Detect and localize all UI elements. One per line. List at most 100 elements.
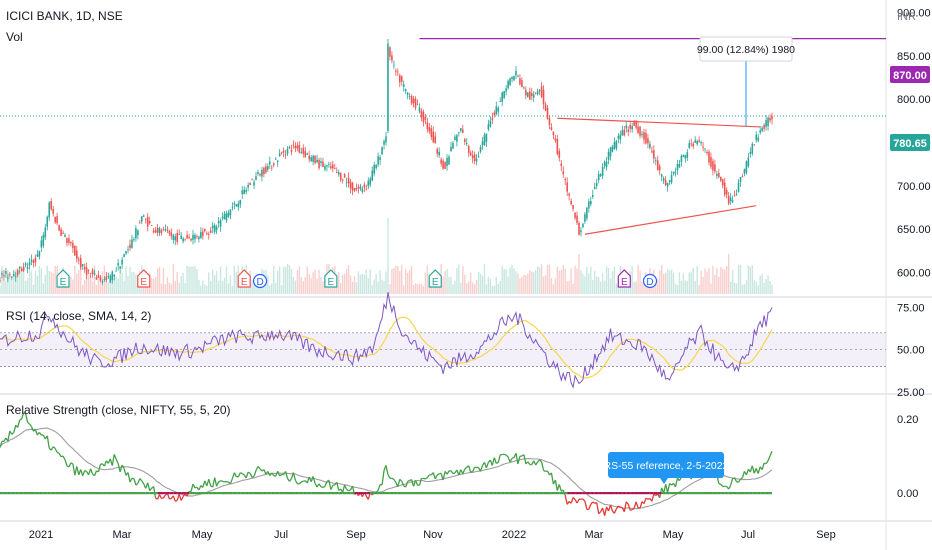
volume-bar	[375, 274, 377, 294]
rs-line-segment	[284, 471, 289, 479]
volume-bar	[495, 276, 497, 294]
volume-bar	[18, 270, 21, 294]
volume-bar	[66, 282, 68, 294]
candle-body	[22, 266, 25, 271]
dividend-marker[interactable]	[642, 273, 658, 289]
candle-body	[645, 132, 647, 144]
candle-body	[493, 112, 496, 115]
volume-bar	[692, 268, 694, 294]
candle-body	[251, 179, 253, 181]
candle-body	[146, 216, 149, 227]
volume-bar	[505, 269, 507, 294]
rs-line-segment	[505, 454, 509, 458]
earnings-marker[interactable]	[237, 269, 251, 288]
volume-bar	[24, 280, 27, 294]
time-tick-label: 2022	[502, 529, 526, 541]
rs-line-segment	[737, 478, 742, 483]
volume-bar	[428, 281, 431, 294]
candle-body	[749, 151, 752, 154]
event-markers[interactable]: E E E E E ED D	[56, 269, 658, 289]
candle-body	[574, 212, 576, 219]
volume-bar	[338, 271, 340, 294]
rs-line-segment	[550, 472, 555, 485]
earnings-marker[interactable]	[137, 269, 151, 288]
rs-line-segment	[572, 497, 576, 500]
candle-body	[599, 174, 602, 176]
volume-bar	[519, 278, 521, 294]
volume-bar	[5, 281, 7, 294]
candle-body	[385, 136, 387, 143]
candle-body	[162, 228, 165, 230]
candle-body	[544, 104, 547, 111]
volume-bar	[213, 275, 216, 294]
candle-body	[371, 170, 374, 181]
rs-callout-box[interactable]	[608, 452, 724, 478]
candle-body	[211, 225, 214, 229]
earnings-marker-label: E	[140, 277, 147, 288]
volume-bar	[176, 272, 178, 294]
candle-body	[473, 154, 476, 162]
earnings-marker[interactable]	[428, 269, 442, 288]
candle-body	[367, 180, 370, 187]
candle-body	[93, 272, 96, 275]
volume-bar	[229, 275, 232, 294]
earnings-marker[interactable]	[324, 269, 338, 288]
rs-line-segment	[653, 493, 657, 497]
candle-body	[383, 140, 385, 145]
rs-line-segment	[251, 475, 255, 478]
volume-bar	[225, 266, 228, 294]
candle-body	[727, 195, 730, 204]
volume-bar	[282, 266, 285, 294]
volume-bar	[741, 284, 744, 294]
rsi-title[interactable]: RSI (14, close, SMA, 14, 2)	[6, 309, 151, 323]
candle-body	[290, 149, 293, 152]
rs-line-segment	[240, 472, 243, 475]
volume-bar	[286, 264, 289, 294]
candle-body	[615, 140, 618, 149]
candle-body	[462, 129, 464, 133]
candle-body	[763, 125, 765, 129]
earnings-marker-label: E	[241, 277, 248, 288]
candle-body	[50, 201, 53, 210]
rs-line-segment	[127, 472, 131, 483]
candle-body	[517, 75, 519, 77]
volume-bar	[395, 265, 397, 294]
candle-body	[465, 142, 468, 144]
rs-line-segment	[54, 448, 58, 453]
rs-line-segment	[436, 473, 440, 476]
rs-line-segment	[643, 497, 647, 504]
earnings-marker[interactable]	[56, 269, 70, 288]
volume-bar	[219, 266, 222, 294]
symbol-title[interactable]: ICICI BANK, 1D, NSE	[6, 9, 123, 23]
candle-body	[229, 209, 232, 216]
volume-bar	[586, 266, 588, 294]
rs-title[interactable]: Relative Strength (close, NIFTY, 55, 5, …	[6, 403, 231, 417]
rs-line-segment	[111, 454, 115, 466]
candle-body	[306, 153, 309, 155]
volume-bar	[273, 265, 275, 294]
dividend-marker[interactable]	[252, 273, 268, 289]
rs-line-segment	[11, 431, 15, 435]
candle-body	[485, 133, 488, 142]
rs-line-segment	[338, 488, 342, 491]
volume-bar	[276, 270, 279, 294]
rs-line-segment	[718, 482, 722, 486]
volume-label[interactable]: Vol	[6, 30, 23, 44]
volume-bar	[471, 282, 474, 294]
candle-body	[631, 126, 633, 130]
volume-bar	[737, 265, 740, 294]
candle-body	[761, 127, 763, 131]
measure-label-box[interactable]	[699, 36, 793, 62]
rs-line-segment	[19, 418, 23, 421]
rs-line-segment	[328, 480, 332, 490]
rs-line-segment	[674, 477, 679, 488]
rs-line-segment	[645, 497, 649, 500]
earnings-marker[interactable]	[617, 269, 631, 288]
volume-bar	[129, 267, 131, 294]
candle-body	[373, 164, 375, 174]
candle-body	[627, 129, 630, 132]
volume-bar	[355, 282, 358, 294]
candle-body	[649, 143, 651, 148]
rs-line-segment	[517, 456, 521, 465]
